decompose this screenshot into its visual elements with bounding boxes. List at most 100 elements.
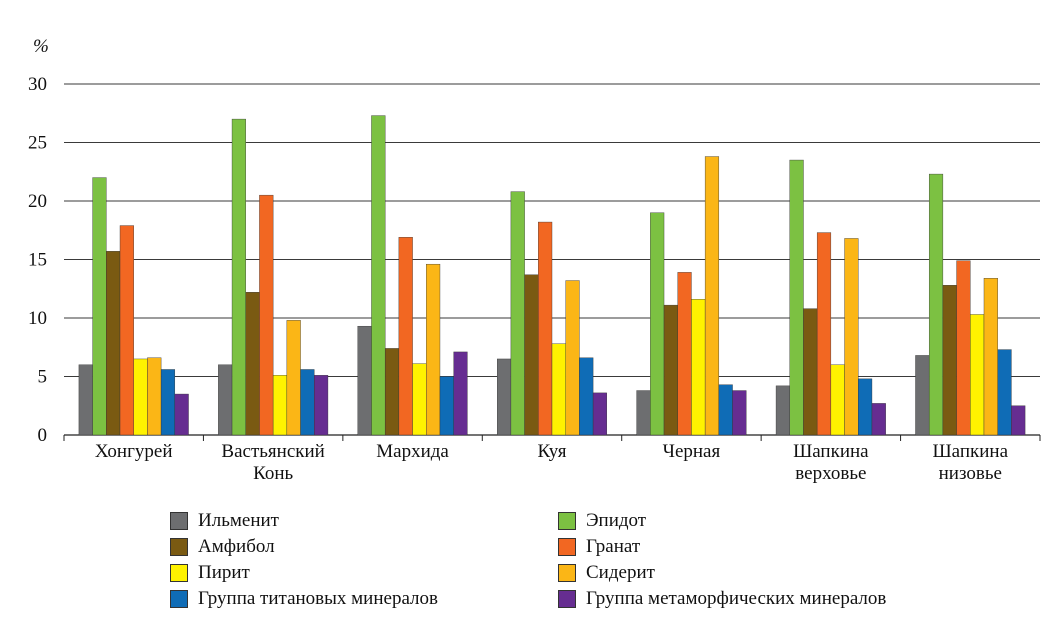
legend-swatch	[558, 590, 576, 608]
y-tick-label: 20	[28, 191, 47, 212]
bar	[510, 191, 525, 436]
bar	[300, 369, 315, 436]
bar	[133, 358, 148, 436]
legend-item: Группа титановых минералов	[170, 586, 438, 612]
legend-label: Гранат	[586, 536, 641, 557]
bar	[119, 225, 134, 436]
legend-swatch	[170, 564, 188, 582]
bar	[147, 357, 162, 436]
bar	[357, 325, 372, 436]
x-category-label-line: верховье	[795, 463, 866, 484]
legend-swatch	[558, 538, 576, 556]
y-tick-label: 25	[28, 133, 47, 154]
bar	[1011, 405, 1026, 436]
bar	[970, 314, 985, 436]
y-tick-label: 0	[38, 425, 48, 446]
bar	[928, 173, 944, 436]
legend-label: Сидерит	[586, 562, 655, 583]
bar	[663, 304, 678, 436]
x-category-label: Черная	[663, 441, 721, 462]
legend-item: Ильменит	[170, 508, 279, 534]
x-category-label-line: низовье	[939, 463, 1002, 484]
bar	[245, 292, 260, 436]
bar	[272, 375, 288, 436]
bar	[384, 348, 400, 436]
bar	[218, 364, 233, 436]
bar	[803, 308, 818, 436]
bar	[718, 384, 733, 436]
bar	[497, 358, 512, 436]
bar	[983, 278, 998, 436]
bar	[997, 349, 1012, 436]
y-tick-label: 15	[28, 250, 47, 271]
bar	[650, 212, 665, 436]
legend-item: Гранат	[558, 534, 640, 560]
x-category-label-line: Хонгурей	[95, 441, 173, 462]
legend-item: Пирит	[170, 560, 250, 586]
bar	[174, 393, 189, 436]
bar	[538, 221, 553, 436]
bar	[524, 274, 539, 436]
bar	[592, 392, 607, 436]
bar	[775, 385, 790, 436]
bar	[398, 237, 413, 436]
bar	[789, 159, 804, 436]
x-category-label: Шапкина низовье	[933, 441, 1009, 484]
bar	[565, 280, 580, 436]
bar	[816, 232, 832, 436]
legend-item: Группа метаморфических минералов	[558, 586, 886, 612]
bar	[956, 260, 971, 436]
bar	[314, 375, 329, 436]
bar	[844, 238, 859, 436]
mineral-bar-chart: % 0 5 10 15 20 25 30 Хонгурей Вастьянский Конь Марх…	[28, 36, 1041, 484]
bar	[160, 369, 176, 436]
bar	[915, 355, 930, 436]
y-axis-unit-label: %	[33, 36, 49, 57]
legend-swatch	[170, 512, 188, 530]
x-category-label: Шапкина верховье	[793, 441, 869, 484]
bar	[732, 390, 747, 436]
legend-item: Эпидот	[558, 508, 646, 534]
x-category-label: Куя	[537, 441, 566, 462]
bar	[677, 272, 692, 436]
x-category-label-line: Шапкина	[793, 441, 869, 462]
x-category-label-line: Шапкина	[933, 441, 1009, 462]
bar	[579, 357, 594, 436]
legend-item: Амфибол	[170, 534, 275, 560]
legend-label: Амфибол	[198, 536, 275, 557]
bar	[231, 118, 246, 436]
bar	[691, 299, 706, 436]
legend-item: Сидерит	[558, 560, 655, 586]
x-category-label: Мархида	[376, 441, 449, 462]
bar	[551, 343, 566, 436]
legend-swatch	[558, 564, 576, 582]
y-tick-label: 10	[28, 308, 47, 329]
bar	[636, 390, 651, 436]
bar	[286, 320, 301, 436]
bar	[704, 156, 720, 436]
y-tick-label: 30	[28, 74, 47, 95]
legend-swatch	[170, 538, 188, 556]
bar	[942, 285, 957, 436]
x-category-label-line: Черная	[663, 441, 721, 462]
legend-label: Группа метаморфических минералов	[586, 588, 887, 609]
bar	[830, 364, 845, 436]
x-category-label-line: Куя	[537, 441, 566, 462]
y-tick-label: 5	[38, 367, 48, 388]
x-category-label-line: Вастьянский	[221, 441, 324, 462]
x-category-label-line: Конь	[253, 463, 293, 484]
bar	[426, 263, 441, 436]
bar	[259, 194, 274, 436]
bar	[106, 251, 121, 436]
bar	[871, 403, 886, 436]
bar	[858, 378, 873, 436]
legend-label: Эпидот	[586, 510, 647, 531]
x-category-label: Хонгурей	[95, 441, 173, 462]
legend-label: Пирит	[198, 562, 250, 583]
bar	[412, 363, 427, 436]
legend-swatch	[558, 512, 576, 530]
bar	[453, 351, 468, 436]
bar	[92, 177, 107, 436]
x-category-label-line: Мархида	[376, 441, 449, 462]
legend-swatch	[170, 590, 188, 608]
